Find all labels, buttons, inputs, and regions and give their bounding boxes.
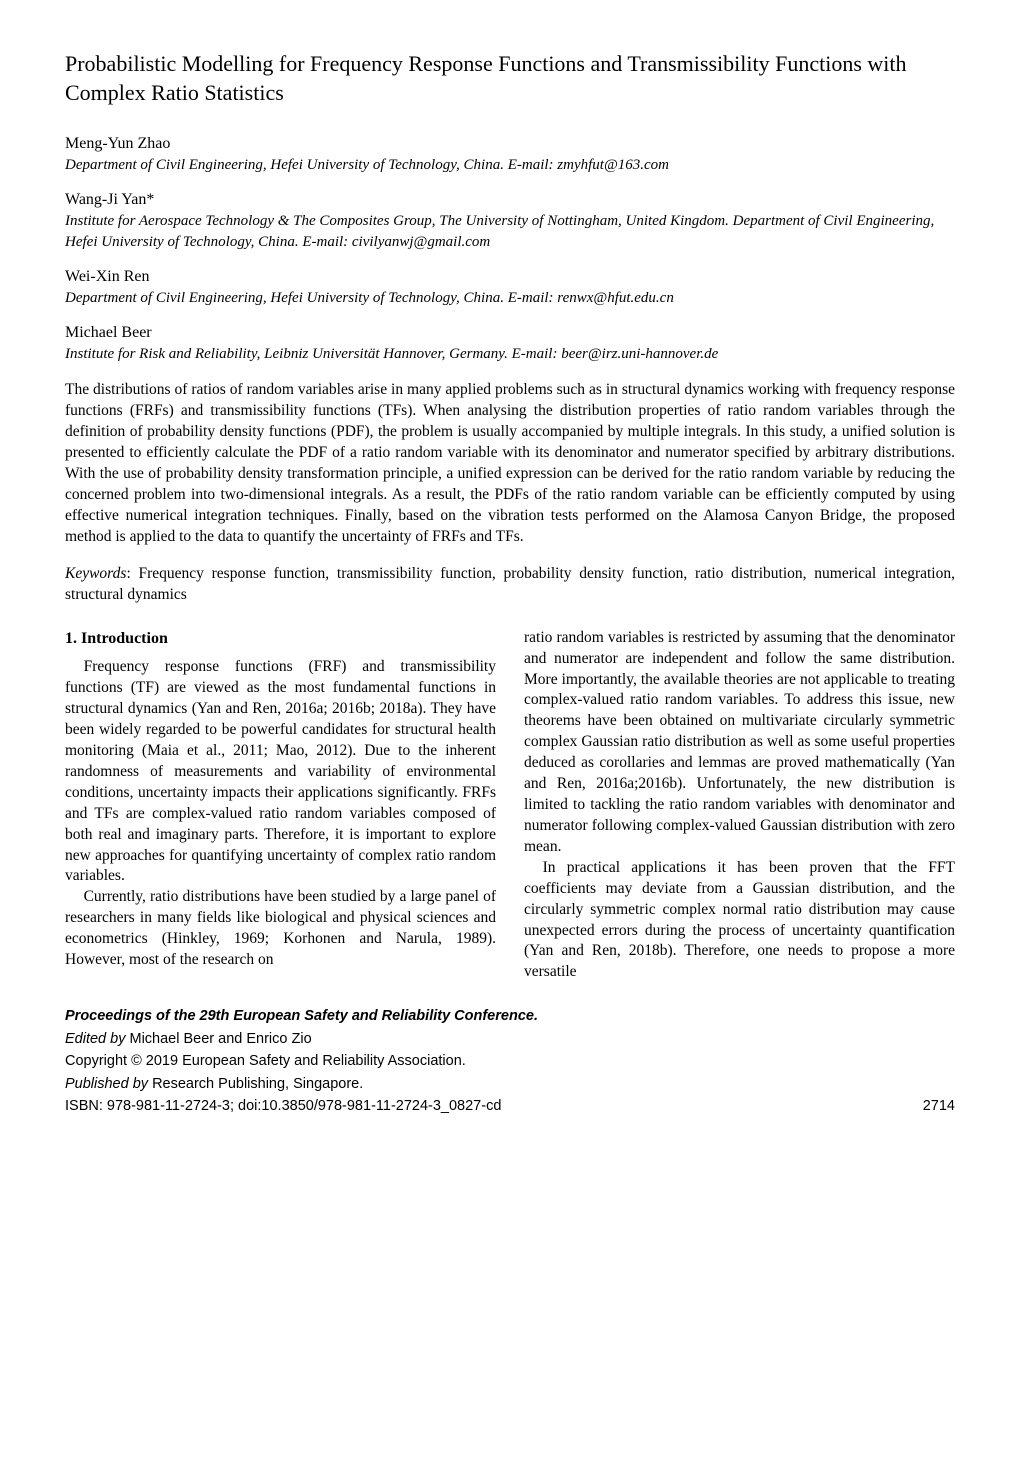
footer-proceedings: Proceedings of the 29th European Safety … bbox=[65, 1005, 955, 1027]
author-block: Michael Beer Institute for Risk and Reli… bbox=[65, 324, 955, 364]
footer-proceedings-text: Proceedings of the 29th European Safety … bbox=[65, 1008, 538, 1024]
column-left: 1. Introduction Frequency response funct… bbox=[65, 628, 496, 984]
author-name: Meng-Yun Zhao bbox=[65, 135, 955, 153]
body-columns: 1. Introduction Frequency response funct… bbox=[65, 628, 955, 984]
keywords-text: : Frequency response function, transmiss… bbox=[65, 565, 955, 603]
keywords-label: Keywords bbox=[65, 565, 126, 582]
author-name: Michael Beer bbox=[65, 324, 955, 342]
footer-publisher: Published by Research Publishing, Singap… bbox=[65, 1073, 955, 1095]
footer-isbn-row: ISBN: 978-981-11-2724-3; doi:10.3850/978… bbox=[65, 1095, 955, 1117]
section-heading: 1. Introduction bbox=[65, 628, 496, 650]
paper-title: Probabilistic Modelling for Frequency Re… bbox=[65, 50, 955, 107]
paragraph: Currently, ratio distributions have been… bbox=[65, 887, 496, 971]
page-footer: Proceedings of the 29th European Safety … bbox=[65, 1005, 955, 1117]
footer-edited-by: Michael Beer and Enrico Zio bbox=[130, 1031, 312, 1047]
paragraph: ratio random variables is restricted by … bbox=[524, 628, 955, 858]
author-block: Meng-Yun Zhao Department of Civil Engine… bbox=[65, 135, 955, 175]
abstract-text: The distributions of ratios of random va… bbox=[65, 380, 955, 547]
author-block: Wei-Xin Ren Department of Civil Engineer… bbox=[65, 268, 955, 308]
author-block: Wang-Ji Yan* Institute for Aerospace Tec… bbox=[65, 191, 955, 252]
column-right: ratio random variables is restricted by … bbox=[524, 628, 955, 984]
author-affiliation: Institute for Aerospace Technology & The… bbox=[65, 211, 955, 252]
footer-copyright: Copyright © 2019 European Safety and Rel… bbox=[65, 1050, 955, 1072]
author-affiliation: Department of Civil Engineering, Hefei U… bbox=[65, 155, 955, 175]
footer-published-by-label: Published by bbox=[65, 1076, 152, 1092]
footer-published-by: Research Publishing, Singapore. bbox=[152, 1076, 363, 1092]
author-affiliation: Institute for Risk and Reliability, Leib… bbox=[65, 344, 955, 364]
footer-edited-by-label: Edited by bbox=[65, 1031, 130, 1047]
keywords: Keywords: Frequency response function, t… bbox=[65, 564, 955, 606]
paragraph: In practical applications it has been pr… bbox=[524, 858, 955, 984]
page-number: 2714 bbox=[923, 1095, 955, 1117]
author-name: Wang-Ji Yan* bbox=[65, 191, 955, 209]
paragraph: Frequency response functions (FRF) and t… bbox=[65, 657, 496, 887]
author-name: Wei-Xin Ren bbox=[65, 268, 955, 286]
footer-editors: Edited by Michael Beer and Enrico Zio bbox=[65, 1028, 955, 1050]
author-affiliation: Department of Civil Engineering, Hefei U… bbox=[65, 288, 955, 308]
footer-isbn: ISBN: 978-981-11-2724-3; doi:10.3850/978… bbox=[65, 1095, 501, 1117]
